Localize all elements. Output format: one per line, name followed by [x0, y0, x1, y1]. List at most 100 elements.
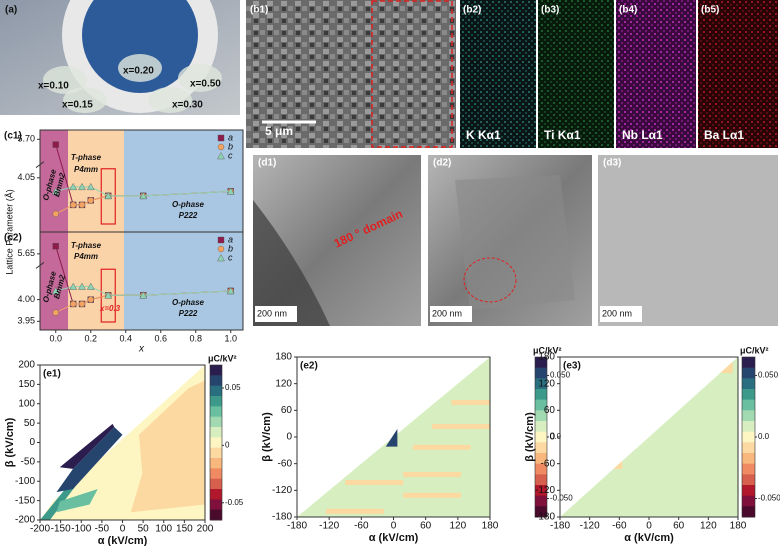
x-tick-label: -100 — [71, 524, 91, 535]
colorbar-step — [535, 442, 547, 454]
contour-region — [613, 461, 623, 469]
x-tick-label: -150 — [51, 524, 71, 535]
marker — [52, 242, 59, 250]
legend-marker — [217, 245, 225, 253]
colorbar-step — [742, 410, 755, 422]
sample-label: x=0.20 — [123, 66, 154, 77]
y-tick-label: -180 — [272, 512, 292, 523]
x-tick-label: -200 — [30, 524, 50, 535]
sem-panels: (b1) 5 μm (b2) (b3) (b4) (b5) K Kα1 Ti K… — [246, 0, 778, 148]
sample-label: x=0.30 — [172, 100, 203, 111]
x-tick-label: -120 — [319, 521, 339, 532]
x-tick-label: -120 — [580, 521, 600, 532]
y-axis-label: β (kV/cm) — [4, 417, 16, 467]
colorbar-step — [535, 506, 547, 518]
colorbar-tick-label: 0.05 — [225, 383, 241, 392]
y-tick-label: 5.65 — [17, 248, 35, 258]
sample-label: x=0.10 — [38, 81, 69, 92]
colorbar-step — [742, 399, 755, 411]
colorbar-step — [742, 463, 755, 475]
x-axis-label: α (kV/cm) — [369, 532, 419, 544]
marker — [52, 210, 59, 218]
x-tick-label: 180 — [482, 521, 499, 532]
x-tick-label: 60 — [420, 521, 432, 532]
colorbar-step — [535, 453, 547, 465]
colorbar-step — [535, 431, 547, 443]
panel-label: (c1) — [4, 131, 22, 142]
colorbar-tick-label: 0.0 — [758, 432, 770, 441]
axis-break — [35, 261, 45, 269]
colorbar-step — [535, 378, 547, 390]
x-tick-label: 0.4 — [119, 333, 132, 343]
colorbar-step — [210, 458, 222, 469]
y-axis-label: β (kV/cm) — [261, 412, 273, 462]
colorbar-unit: μC/kV² — [740, 345, 769, 355]
colorbar-frame — [209, 364, 223, 521]
colorbar-step — [535, 389, 547, 401]
legend-marker — [217, 236, 225, 244]
y-tick-label: 5.70 — [17, 134, 35, 144]
panel-label: (c2) — [4, 233, 22, 244]
marker — [69, 282, 78, 290]
contour-region — [432, 424, 490, 429]
x-tick-label: 120 — [700, 521, 717, 532]
x-tick-label: 0.2 — [84, 333, 97, 343]
colorbar-step — [535, 410, 547, 422]
marker — [86, 282, 95, 290]
phase-annotation: T-phase — [71, 153, 102, 162]
y-tick-label: -50 — [21, 457, 36, 468]
colorbar-step — [535, 485, 547, 497]
colorbar-step — [210, 437, 222, 449]
colorbar-step — [535, 474, 547, 486]
colorbar-step — [742, 357, 755, 369]
y-tick-label: 50 — [24, 418, 36, 429]
scale-label: 200 nm — [432, 308, 462, 318]
colorbar-tick-label: -0.050 — [758, 494, 780, 503]
legend-marker — [217, 152, 225, 160]
panel-label: (b4) — [619, 5, 637, 16]
contour-region — [385, 429, 398, 447]
highlight-box — [100, 168, 116, 225]
colorbar-step — [742, 474, 755, 486]
y-tick-label: -200 — [15, 515, 35, 526]
marker — [78, 282, 86, 290]
colorbar-step — [210, 375, 222, 387]
phase-annotation: P222 — [179, 211, 198, 220]
y-tick-label: -120 — [272, 485, 292, 496]
panel-label: (e1) — [43, 369, 61, 380]
marker — [87, 296, 94, 303]
axis-break — [35, 161, 45, 169]
plot-frame — [39, 231, 244, 331]
marker — [69, 182, 78, 191]
marker — [70, 201, 77, 209]
scale-label: 200 nm — [257, 308, 287, 318]
panel-label: (b1) — [250, 5, 268, 16]
phase-annotation: P4mm — [74, 252, 98, 261]
contour-region — [345, 480, 404, 485]
contour-region — [720, 361, 733, 373]
y-tick-label: 60 — [544, 405, 556, 416]
x-tick-label: 60 — [673, 521, 685, 532]
y-tick-label: 60 — [281, 405, 293, 416]
marker — [139, 191, 148, 200]
colorbar-tick-label: 0 — [225, 440, 230, 449]
legend-marker — [217, 134, 225, 142]
colorbar-tick-label: -0.050 — [550, 494, 573, 503]
phase-annotation: O-phase — [172, 200, 205, 209]
colorbar-step — [742, 485, 755, 497]
colorbar-step — [210, 427, 222, 438]
contour-region — [403, 492, 462, 498]
y-tick-label: 150 — [18, 379, 35, 390]
colorbar-step — [742, 367, 755, 379]
x-axis-label: α (kV/cm) — [98, 535, 148, 546]
panel-label: (d2) — [433, 158, 451, 169]
x-tick-label: 180 — [730, 521, 747, 532]
colorbar-step — [210, 468, 222, 480]
legend-label: b — [228, 243, 233, 253]
legend-label: b — [228, 141, 233, 151]
y-tick-label: -100 — [15, 476, 35, 487]
marker — [70, 300, 77, 308]
contour-region — [451, 400, 490, 405]
legend-label: a — [228, 132, 233, 142]
colorbar-step — [210, 396, 222, 407]
